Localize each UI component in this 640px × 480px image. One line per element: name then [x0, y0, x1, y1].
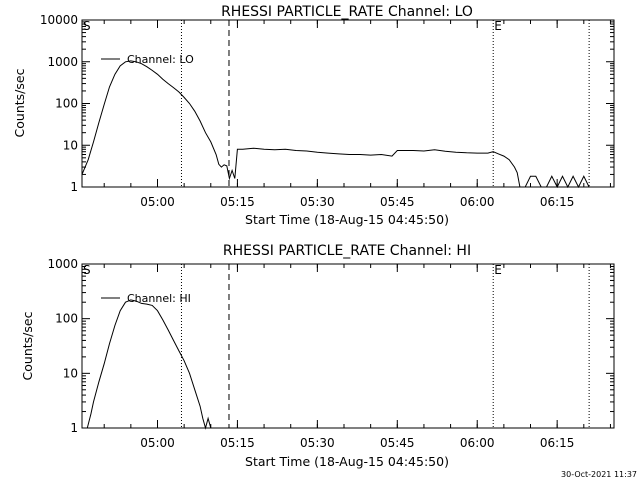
x-tick-label: 06:00	[460, 195, 495, 209]
y-ticks-hi: 1 10 100 1000	[47, 257, 614, 435]
y-tick-label: 10	[63, 366, 78, 380]
chart-title-hi: RHESSI PARTICLE_RATE Channel: HI	[223, 243, 471, 259]
y-tick-label: 1000	[47, 55, 78, 69]
x-tick-label: 05:30	[300, 195, 335, 209]
x-tick-label: 05:15	[220, 195, 255, 209]
y-tick-label: 1	[70, 421, 78, 435]
y-tick-label: 10000	[40, 13, 78, 27]
x-tick-label: 05:15	[220, 436, 255, 450]
y-ticks-lo: 1 10 100 1000 10000	[40, 13, 614, 194]
legend-lo: Channel: LO	[101, 53, 194, 66]
chart-title-lo: RHESSI PARTICLE_RATE Channel: LO	[221, 4, 473, 20]
legend-hi: Channel: HI	[101, 292, 191, 305]
legend-label-hi: Channel: HI	[127, 292, 191, 305]
y-tick-label: 100	[55, 312, 78, 326]
time-marker-label: S	[83, 263, 91, 277]
y-tick-label: 100	[55, 97, 78, 111]
y-tick-label: 1	[70, 180, 78, 194]
x-tick-label: 06:15	[540, 195, 575, 209]
legend-label-lo: Channel: LO	[127, 53, 194, 66]
plot-frame-lo	[81, 19, 615, 188]
y-axis-label-hi: Counts/sec	[20, 311, 35, 380]
x-ticks-lo: 05:00 05:15 05:30 05:45 06:00 06:15	[103, 20, 611, 209]
x-tick-label: 05:00	[140, 436, 175, 450]
y-tick-label: 10	[63, 138, 78, 152]
series-line-lo	[81, 60, 590, 189]
time-marker-label: S	[83, 19, 91, 33]
x-ticks-hi: 05:00 05:15 05:30 05:45 06:00 06:15	[103, 264, 611, 450]
y-tick-label: 1000	[47, 257, 78, 271]
time-marker-label: E	[494, 19, 502, 33]
y-axis-label-lo: Counts/sec	[12, 68, 27, 137]
x-axis-label-hi: Start Time (18-Aug-15 04:45:50)	[245, 454, 449, 469]
time-marker-label: E	[494, 263, 502, 277]
x-tick-label: 06:15	[540, 436, 575, 450]
x-axis-label-lo: Start Time (18-Aug-15 04:45:50)	[245, 212, 449, 227]
plot-timestamp: 30-Oct-2021 11:37	[561, 470, 637, 479]
chart-panel-lo: RHESSI PARTICLE_RATE Channel: LO Counts/…	[12, 4, 615, 227]
x-tick-label: 05:00	[140, 195, 175, 209]
x-tick-label: 05:45	[380, 436, 415, 450]
plot-frame-hi	[81, 263, 615, 429]
series-line-hi	[86, 299, 212, 430]
x-tick-label: 06:00	[460, 436, 495, 450]
chart-panel-hi: RHESSI PARTICLE_RATE Channel: HI Counts/…	[20, 243, 615, 469]
x-tick-label: 05:30	[300, 436, 335, 450]
x-tick-label: 05:45	[380, 195, 415, 209]
